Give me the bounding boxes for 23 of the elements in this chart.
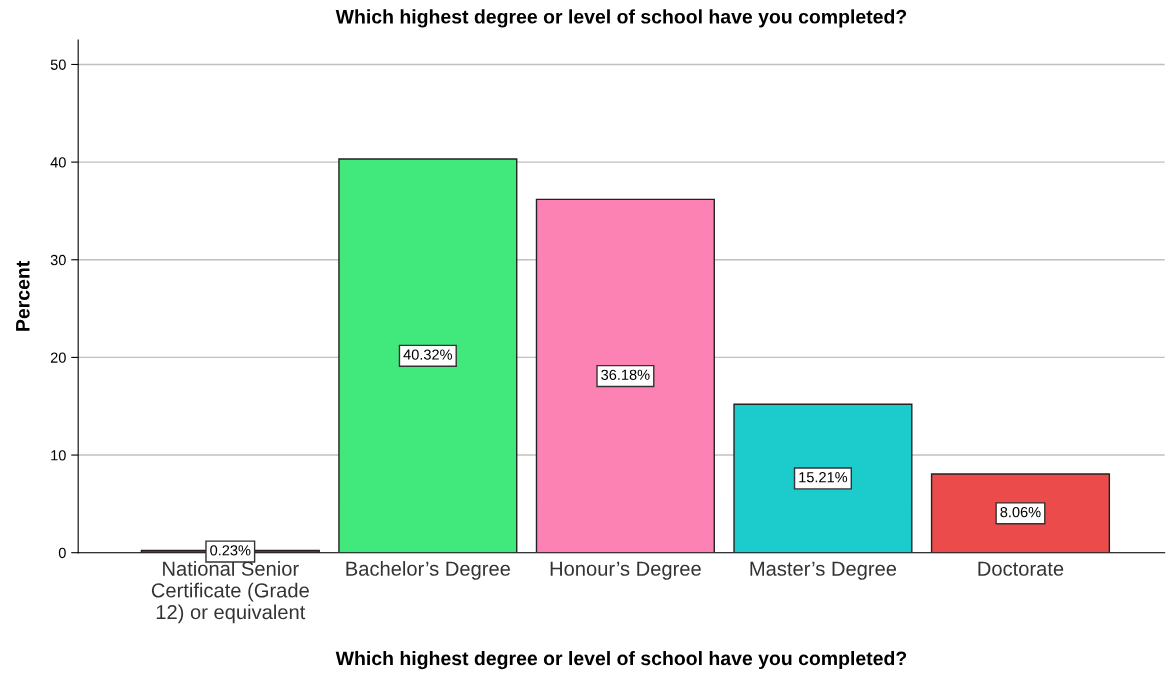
data-label: 36.18% <box>601 369 650 380</box>
y-tick-label: 50 <box>50 59 66 70</box>
x-tick-label: National Senior Certificate (Grade 12) or equivalent <box>151 561 309 624</box>
data-label: 0.23% <box>210 545 251 556</box>
data-label: 40.32% <box>403 349 453 360</box>
bar <box>733 403 913 553</box>
x-tick-label: Master’s Degree <box>750 561 897 580</box>
data-label: 15.21% <box>799 472 848 483</box>
x-tick-label: Bachelor’s Degree <box>346 561 510 580</box>
chart-title: Which highest degree or level of school have you completed? <box>335 9 907 28</box>
x-axis-title: Which highest degree or level of school have you completed? <box>335 650 907 670</box>
y-tick-label: 10 <box>51 450 66 461</box>
y-tick-label: 0 <box>58 547 66 559</box>
y-tick-label: 20 <box>50 352 66 363</box>
x-tick-label: Doctorate <box>978 561 1064 576</box>
y-tick-label: 30 <box>50 254 66 266</box>
y-tick-label: 40 <box>50 157 66 168</box>
bar <box>930 473 1111 553</box>
bar <box>338 158 518 553</box>
y-axis-title: Percent <box>16 260 30 331</box>
data-label: 8.06% <box>1000 506 1041 518</box>
bar <box>535 198 715 553</box>
x-tick-label: Honour’s Degree <box>550 561 701 580</box>
